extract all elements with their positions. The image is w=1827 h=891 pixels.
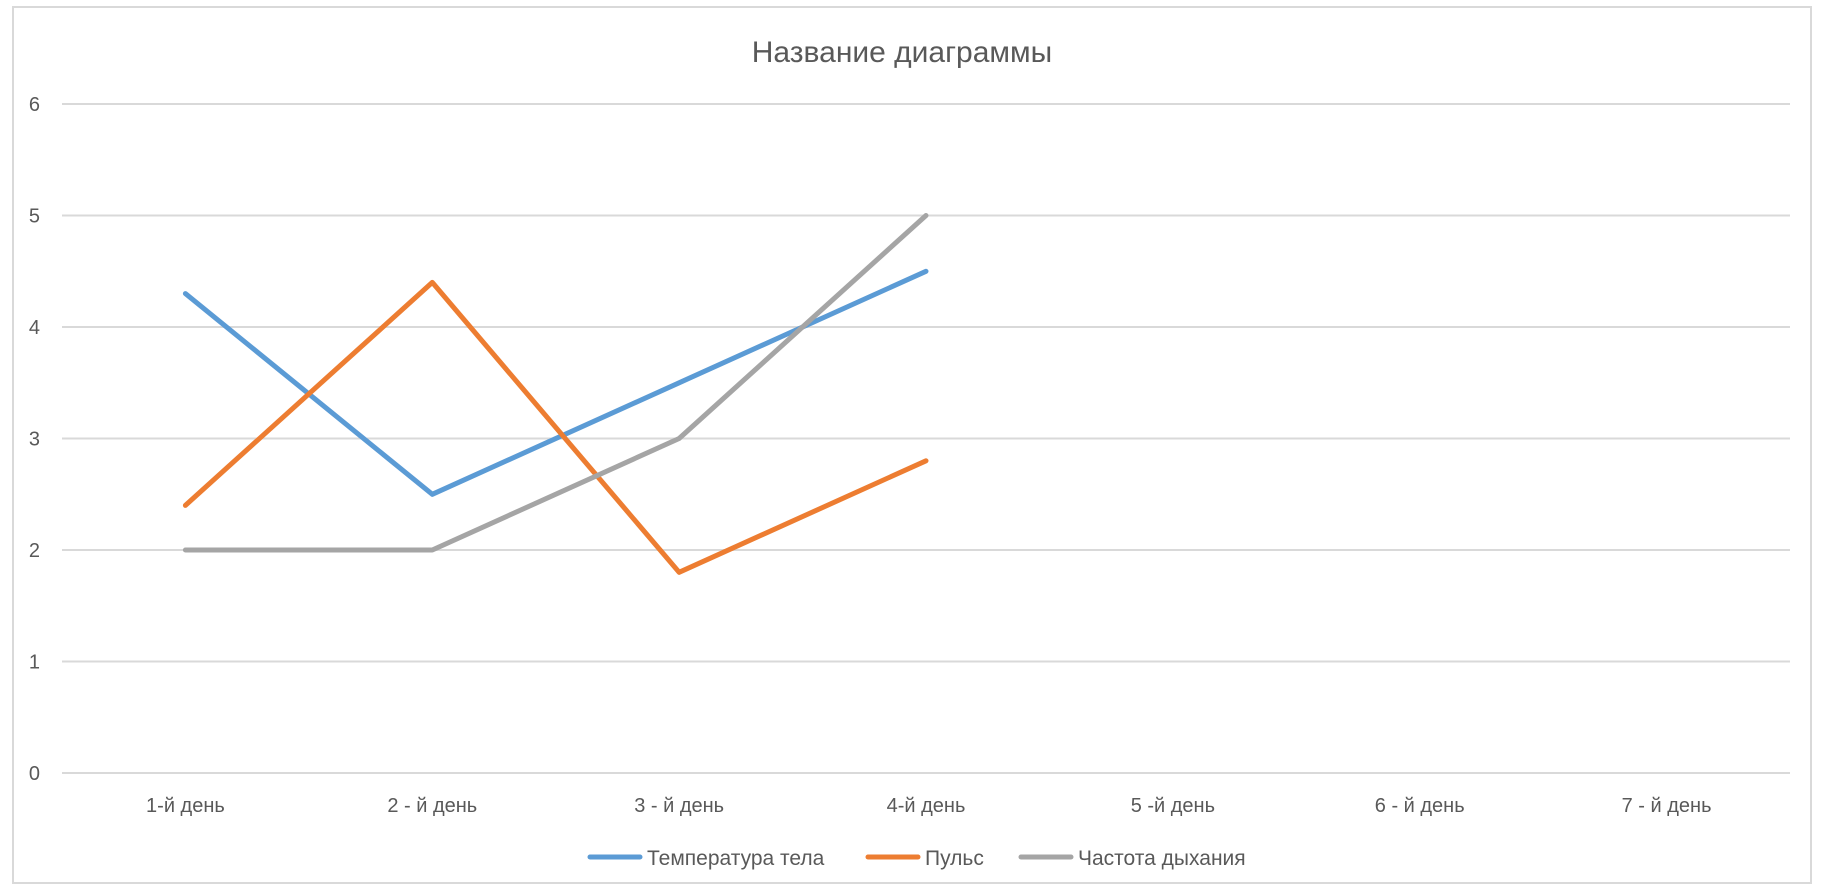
- x-tick-label: 2 - й день: [387, 795, 477, 817]
- x-tick-label: 7 - й день: [1622, 795, 1712, 817]
- y-tick-label: 1: [29, 652, 40, 674]
- series-line-0: [182, 268, 929, 497]
- gridlines: [62, 103, 1790, 774]
- x-axis-ticks: 1-й день 2 - й день 3 - й день 4-й день 5 -й…: [146, 795, 1711, 817]
- y-tick-label: 6: [29, 94, 40, 116]
- x-tick-label: 1-й день: [146, 795, 225, 817]
- legend: Температура тела Пульс Частота дыхания: [587, 847, 1246, 870]
- y-tick-label: 3: [29, 429, 40, 451]
- legend-label: Частота дыхания: [1078, 847, 1246, 870]
- y-tick-label: 4: [29, 317, 40, 339]
- series-line-2: [182, 213, 929, 553]
- x-tick-label: 4-й день: [887, 795, 966, 817]
- y-axis-ticks: 0 1 2 3 4 5 6: [29, 94, 40, 785]
- legend-label: Температура тела: [647, 847, 825, 870]
- chart-frame: [12, 6, 1812, 884]
- legend-label: Пульс: [925, 847, 984, 870]
- series-line-1: [182, 279, 929, 575]
- y-tick-label: 5: [29, 206, 40, 228]
- x-tick-label: 3 - й день: [634, 795, 724, 817]
- x-tick-label: 5 -й день: [1131, 795, 1215, 817]
- y-tick-label: 2: [29, 540, 40, 562]
- chart-title: Название диаграммы: [752, 36, 1052, 69]
- series-lines: [182, 213, 929, 575]
- x-tick-label: 6 - й день: [1375, 795, 1465, 817]
- y-tick-label: 0: [29, 763, 40, 785]
